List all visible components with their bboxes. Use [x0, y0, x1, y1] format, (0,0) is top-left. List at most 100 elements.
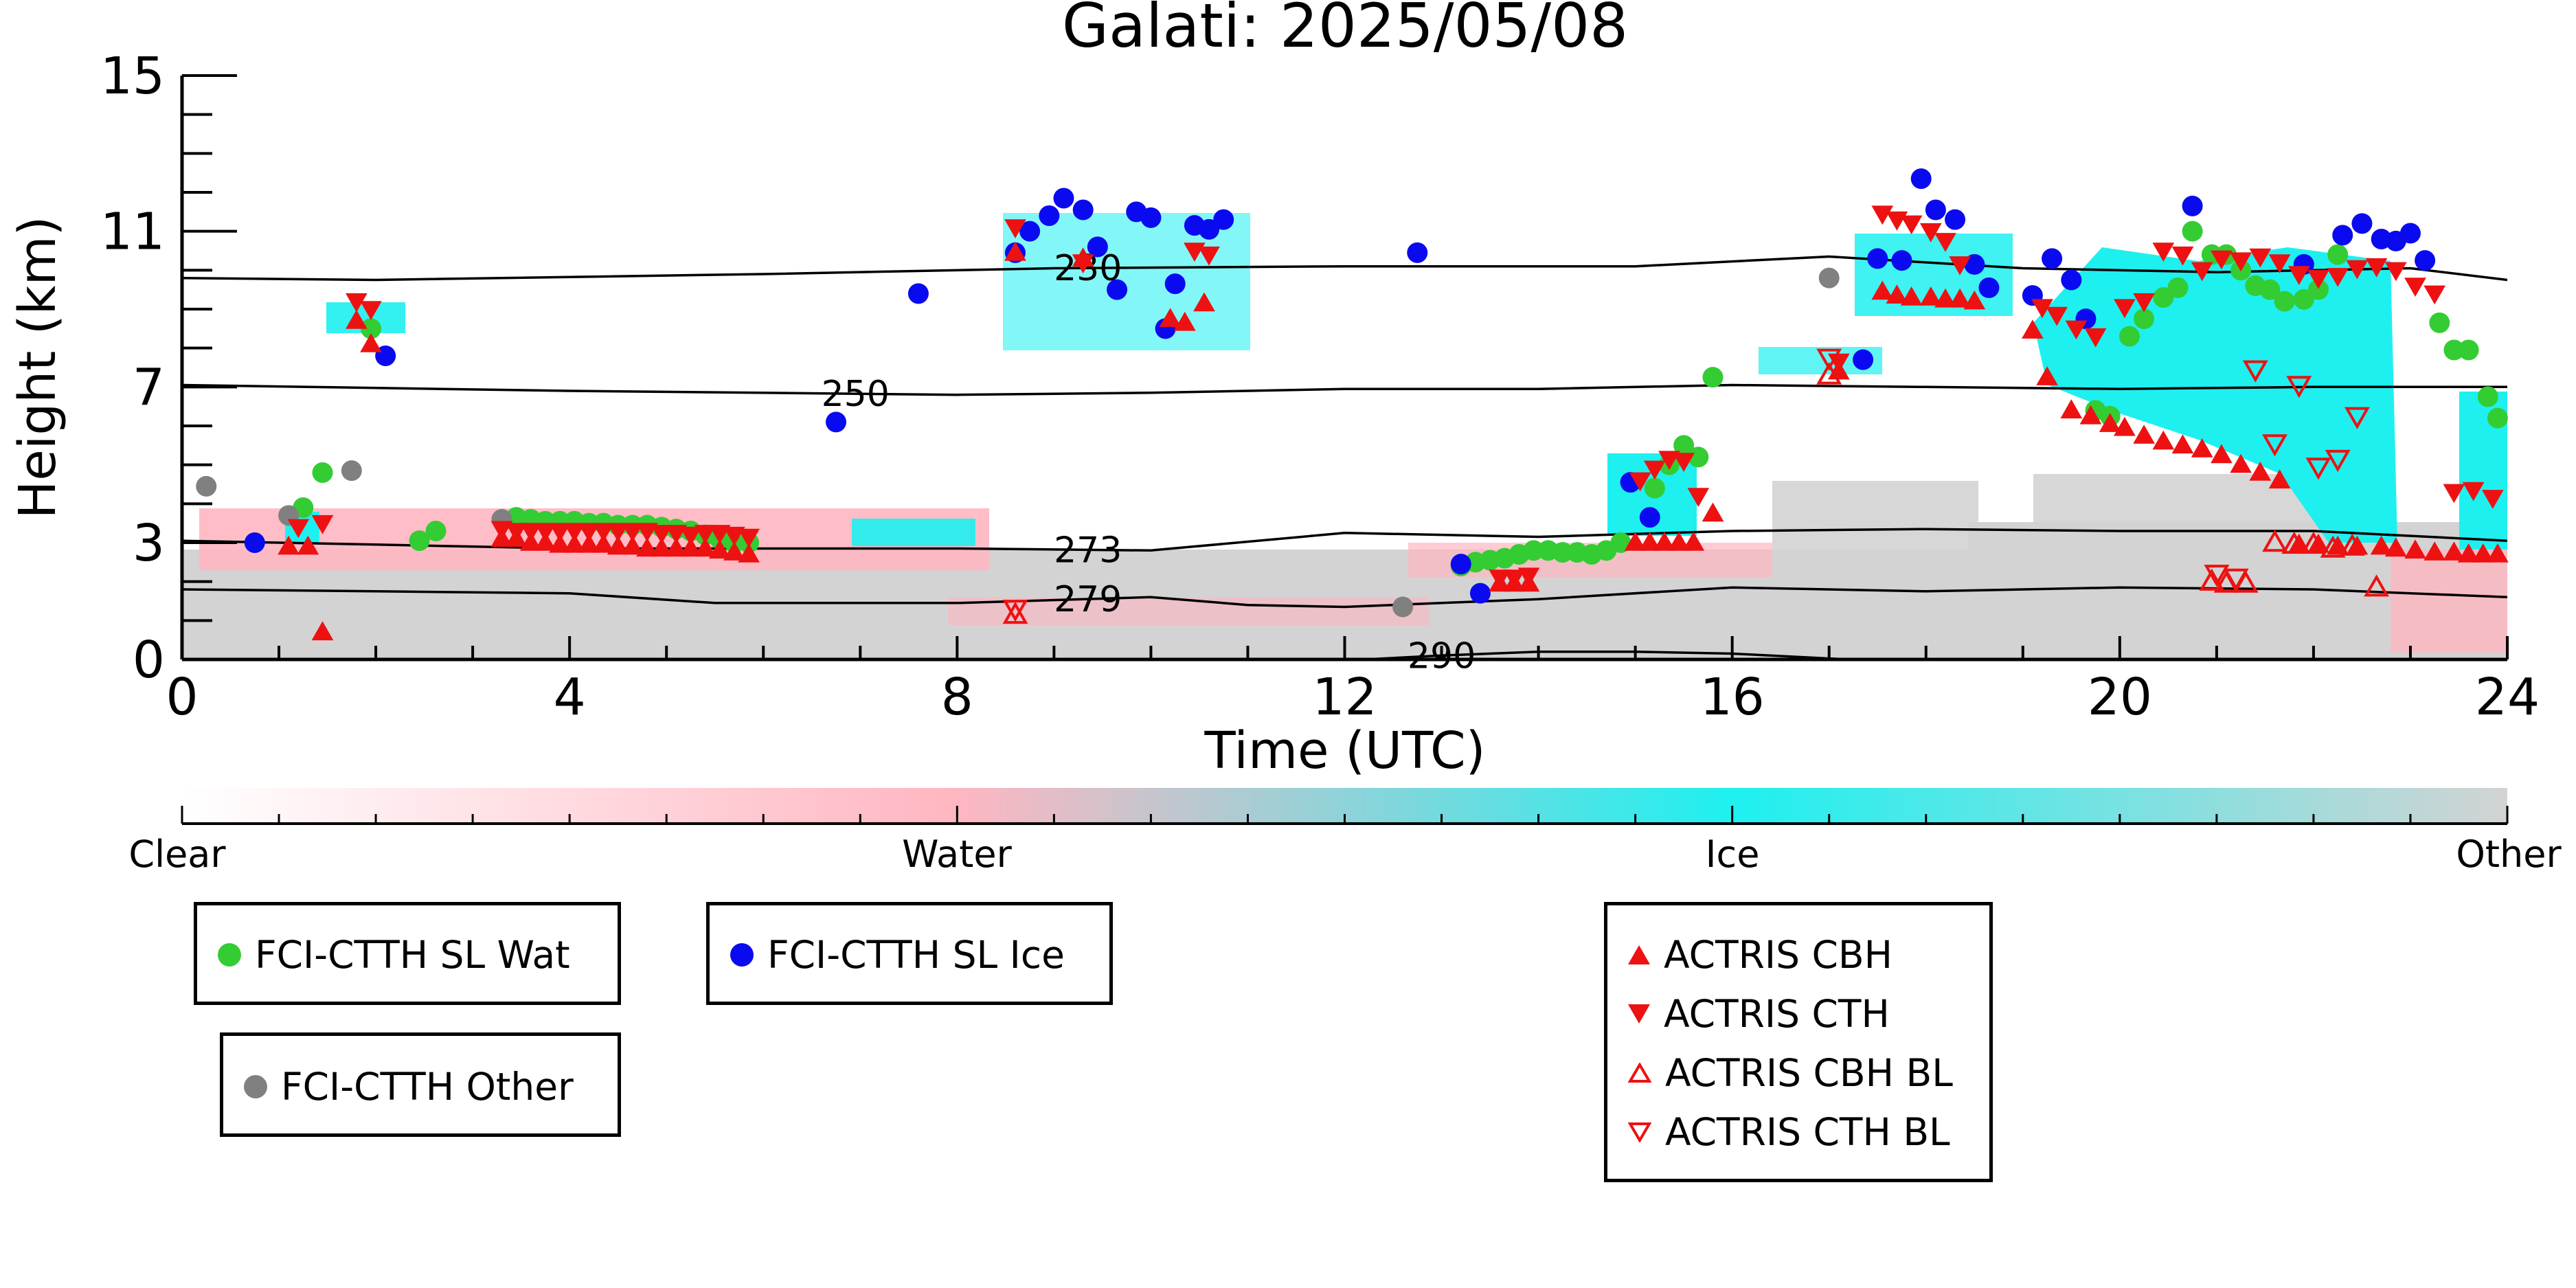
point-actris-cth	[723, 526, 745, 546]
isotherm-label-279: 279	[1054, 579, 1122, 620]
point-actris-cth	[2084, 328, 2107, 348]
y-tick-label: 7	[133, 358, 165, 417]
point-fci-ctth-sl-ice	[1910, 168, 1932, 190]
point-actris-cth	[2211, 250, 2233, 270]
point-actris-cth	[505, 523, 528, 543]
point-actris-cbh	[1668, 531, 1690, 551]
point-fci-ctth-sl-wat	[1610, 532, 1631, 553]
point-actris-cth	[651, 525, 673, 544]
point-actris-cbh	[1624, 531, 1647, 551]
point-fci-ctth-sl-wat	[2153, 287, 2174, 308]
point-actris-cbh	[1934, 288, 1956, 308]
legend-fci-ice: FCI-CTTH SL Ice	[706, 902, 1113, 1005]
point-actris-cth-bl	[2242, 360, 2268, 383]
point-actris-cbh	[1173, 311, 1196, 331]
point-actris-cbh	[2191, 438, 2213, 457]
point-actris-cth	[2114, 299, 2136, 319]
point-actris-cbh	[1963, 290, 1986, 310]
point-actris-cth	[679, 526, 702, 546]
point-actris-cth	[311, 515, 334, 534]
point-fci-ctth-sl-ice	[2399, 223, 2421, 244]
colorbar-label-ice: Ice	[1706, 833, 1760, 876]
point-actris-cth	[621, 523, 644, 543]
point-fci-ctth-sl-ice	[2061, 269, 2082, 291]
grey-circle-icon	[244, 1075, 267, 1098]
point-fci-ctth-sl-ice	[1072, 199, 1094, 221]
point-actris-cbh	[2060, 399, 2083, 419]
point-fci-ctth-sl-ice	[1925, 199, 1946, 221]
point-actris-cbh	[2370, 535, 2393, 555]
point-fci-ctth-sl-ice	[1978, 277, 2000, 298]
point-actris-cth	[2462, 482, 2485, 501]
point-fci-ctth-sl-ice	[1639, 507, 1660, 528]
x-tick-label: 24	[2475, 668, 2540, 727]
x-ticks: 0 4 8 12 16 20 24	[166, 636, 2540, 727]
point-actris-cth	[287, 519, 310, 539]
point-actris-cbh-bl	[2320, 535, 2346, 558]
point-fci-ctth-sl-ice	[1867, 248, 1888, 269]
point-actris-cth	[1198, 246, 1220, 266]
point-actris-cbh	[2230, 453, 2252, 473]
point-actris-cth	[2384, 262, 2407, 282]
point-actris-cbh	[2424, 541, 2446, 561]
point-actris-cth	[2230, 252, 2252, 272]
open-triangle-up-icon	[1628, 1063, 1651, 1083]
x-tick-label: 12	[1312, 668, 1377, 727]
colorbar-label-other: Other	[2456, 833, 2562, 876]
point-fci-ctth-sl-wat	[425, 521, 447, 541]
point-fci-ctth-other	[196, 475, 217, 497]
point-actris-cbh	[738, 543, 760, 563]
chart-title: Galati: 2025/05/08	[1062, 0, 1628, 61]
point-actris-cth-bl	[1002, 600, 1028, 622]
point-fci-ctth-sl-wat	[1523, 540, 1544, 561]
colorbar-label-water: Water	[902, 833, 1012, 876]
point-actris-cbh	[1886, 284, 1908, 304]
point-actris-cbh	[1638, 531, 1661, 551]
legend-fci-other: FCI-CTTH Other	[220, 1032, 621, 1137]
point-actris-cbh	[723, 541, 745, 561]
point-fci-ctth-sl-wat	[1688, 447, 1709, 468]
legend-entry-fci-ice: FCI-CTTH SL Ice	[730, 933, 1065, 977]
point-actris-cth	[665, 525, 688, 544]
point-fci-ctth-sl-ice	[1164, 273, 1186, 295]
legend-label-actris-cbh-bl: ACTRIS CBH BL	[1665, 1051, 1953, 1095]
legend-label-actris-cth: ACTRIS CTH	[1664, 992, 1890, 1036]
point-actris-cbh	[297, 535, 319, 555]
point-actris-cbh	[607, 535, 629, 555]
point-actris-cth	[1643, 460, 1666, 480]
point-actris-cth	[607, 523, 629, 543]
point-fci-ctth-sl-wat	[2119, 326, 2140, 347]
isotherm-230	[182, 255, 2507, 282]
point-actris-cth	[1673, 453, 1695, 473]
point-fci-ctth-other	[1392, 596, 1414, 618]
point-actris-cbh	[2472, 543, 2494, 563]
point-fci-ctth-sl-ice	[1140, 207, 1162, 228]
point-actris-cth	[694, 525, 716, 544]
point-fci-ctth-sl-wat	[2458, 339, 2479, 361]
point-actris-cth	[2404, 278, 2426, 297]
legend-entry-actris-cth-bl: ACTRIS CTH BL	[1628, 1110, 1950, 1154]
filled-triangle-down-icon	[1628, 1004, 1650, 1024]
legend-label-fci-ice: FCI-CTTH SL Ice	[767, 933, 1065, 977]
point-actris-cbh	[1653, 531, 1675, 551]
y-tick-label: 15	[100, 47, 165, 106]
filled-triangle-up-icon	[1628, 945, 1650, 964]
legend-entry-actris-cbh: ACTRIS CBH	[1628, 933, 1893, 977]
point-actris-cbh-bl	[2199, 568, 2225, 591]
point-fci-ctth-sl-wat	[2259, 279, 2281, 300]
point-fci-ctth-sl-ice	[1039, 205, 1060, 226]
point-actris-cbh	[2036, 366, 2058, 385]
x-tick-label: 0	[166, 668, 198, 727]
point-actris-cth	[1919, 223, 1942, 242]
point-fci-ctth-sl-wat	[361, 318, 382, 339]
point-actris-cbh	[2171, 434, 2194, 454]
point-actris-cbh	[1193, 292, 1215, 312]
point-fci-ctth-sl-ice	[826, 411, 847, 433]
point-actris-cth	[360, 301, 382, 321]
point-actris-cth	[490, 521, 513, 541]
point-fci-ctth-sl-ice	[1019, 221, 1041, 242]
point-actris-cbh	[563, 533, 586, 553]
point-actris-cbh	[578, 533, 600, 553]
point-actris-cth	[2287, 266, 2310, 286]
point-actris-cth	[592, 523, 615, 543]
